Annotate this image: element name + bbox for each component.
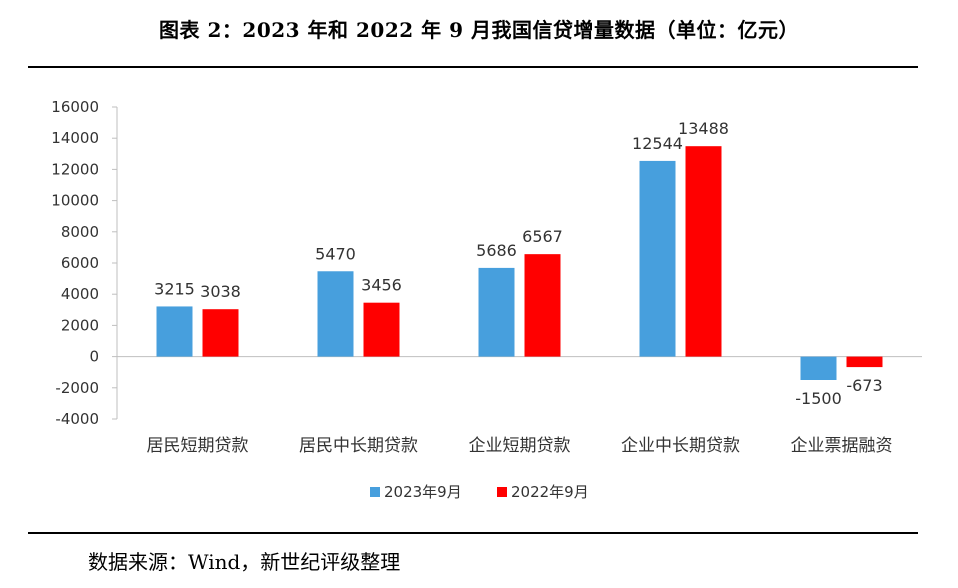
chart-bars <box>156 146 883 380</box>
y-tick-label: -2000 <box>55 379 99 397</box>
legend-label: 2022年9月 <box>511 483 589 501</box>
data-label: 3038 <box>200 282 241 301</box>
page-title: 图表 2：2023 年和 2022 年 9 月我国信贷增量数据（单位：亿元） <box>159 18 799 42</box>
data-label: 6567 <box>522 227 563 246</box>
y-tick-label: -4000 <box>55 410 99 428</box>
bar-series-2 <box>846 356 883 368</box>
y-tick-label: 0 <box>89 348 99 366</box>
bar-series-2 <box>524 254 561 357</box>
category-label: 企业票据融资 <box>791 436 893 456</box>
chart-legend: 2023年9月 2022年9月 <box>370 483 589 501</box>
data-label: -1500 <box>795 389 842 408</box>
category-label: 居民短期贷款 <box>147 436 249 456</box>
y-tick-label: 16000 <box>51 98 99 116</box>
source-note: 数据来源：Wind，新世纪评级整理 <box>88 550 401 574</box>
bar-series-2 <box>202 309 239 357</box>
data-label: 5470 <box>315 244 356 263</box>
bar-chart: 16000 14000 12000 10000 8000 6000 4000 2000 0 -20… <box>51 98 922 501</box>
bar-series-2 <box>363 302 400 357</box>
legend-swatch <box>370 487 380 497</box>
y-tick-label: 14000 <box>51 129 99 147</box>
category-label: 企业短期贷款 <box>469 436 571 456</box>
bar-series-1 <box>156 306 193 357</box>
chart-axes: 16000 14000 12000 10000 8000 6000 4000 2000 0 -20… <box>51 98 922 456</box>
legend-swatch <box>497 487 507 497</box>
data-label: 3215 <box>154 279 195 298</box>
data-label: -673 <box>846 376 882 395</box>
y-tick-label: 2000 <box>61 316 99 334</box>
category-label: 企业中长期贷款 <box>621 436 740 456</box>
y-tick-label: 8000 <box>61 223 99 241</box>
bar-series-1 <box>639 160 676 357</box>
data-label: 13488 <box>678 119 729 138</box>
chart-data-labels: 3215 5470 5686 12544 -1500 3038 3456 6567 13488 -… <box>154 119 883 408</box>
bar-series-2 <box>685 146 722 357</box>
bar-series-1 <box>800 356 837 380</box>
category-label: 居民中长期贷款 <box>299 436 418 456</box>
data-label: 5686 <box>476 241 517 260</box>
bar-series-1 <box>478 267 515 357</box>
bar-series-1 <box>317 271 354 357</box>
data-label: 3456 <box>361 276 402 295</box>
y-tick-label: 4000 <box>61 285 99 303</box>
y-tick-label: 6000 <box>61 254 99 272</box>
data-label: 12544 <box>632 134 683 153</box>
top-rule <box>28 66 918 68</box>
legend-label: 2023年9月 <box>384 483 462 501</box>
bottom-rule <box>28 532 918 534</box>
y-tick-label: 10000 <box>51 192 99 210</box>
y-tick-label: 12000 <box>51 160 99 178</box>
